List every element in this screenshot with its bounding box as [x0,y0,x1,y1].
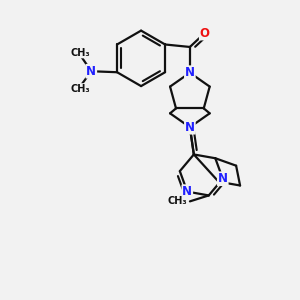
Text: N: N [218,172,228,185]
Text: CH₃: CH₃ [168,196,188,206]
Text: N: N [185,66,195,79]
Text: N: N [182,185,192,198]
Text: O: O [200,27,210,40]
Text: N: N [86,65,96,78]
Text: CH₃: CH₃ [70,84,90,94]
Text: CH₃: CH₃ [70,48,90,58]
Text: N: N [185,121,195,134]
